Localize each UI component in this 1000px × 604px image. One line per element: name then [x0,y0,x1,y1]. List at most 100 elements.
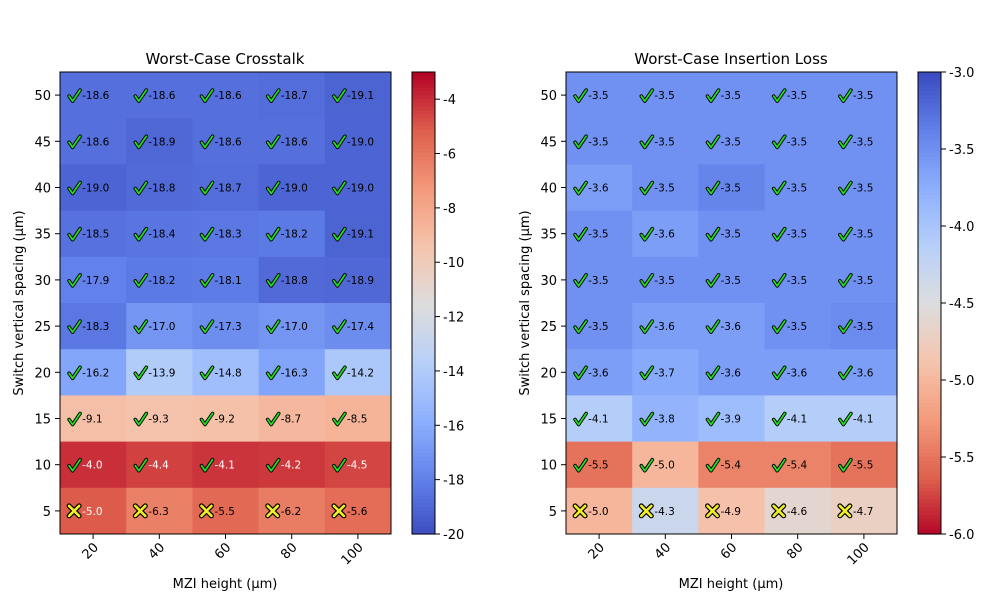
colorbar-segment [918,283,941,289]
colorbar-tick-label: -16 [443,419,464,434]
colorbar-segment [918,345,941,350]
colorbar-segment [412,279,435,285]
heatmap-cell [192,441,260,489]
colorbar-segment [918,356,941,362]
check-marker [574,89,587,102]
cell-value-label: -4.4 [148,460,169,472]
crosstalk-x-axis-label: MZI height (µm) [173,577,278,592]
colorbar-segment [412,264,435,269]
check-marker [266,320,280,333]
y-tick-label: 40 [540,182,557,197]
colorbar-segment [412,98,435,104]
check-marker [640,320,654,333]
colorbar-segment [918,433,941,439]
colorbar-segment [918,499,941,504]
colorbar-segment [412,372,435,377]
colorbar-segment [412,152,435,158]
check-marker [772,181,786,195]
check-marker [706,89,720,102]
colorbar-segment [412,206,435,212]
colorbar-tick-label: -6 [443,148,456,163]
crosstalk-y-axis-label: Switch vertical spacing (µm) [12,210,27,395]
heatmap-cell [566,441,633,489]
colorbar-segment [412,530,435,535]
colorbar-segment [918,199,941,204]
colorbar-segment [412,476,435,481]
colorbar-segment [918,168,941,173]
heatmap-cell [566,164,633,212]
cell-value-label: -6.3 [148,506,169,518]
colorbar-segment [412,283,435,289]
check-marker [200,412,214,426]
colorbar-segment [412,449,435,454]
check-marker [772,366,786,380]
crosstalk-annotations: -18.6 -18.6 -18.6 -18.7 -19.1 -18.6 -18.9 -18.6… [66,88,374,519]
colorbar-segment [412,122,435,127]
colorbar-segment [412,383,435,389]
colorbar-segment [412,241,435,246]
colorbar-tick-label: -5.5 [949,451,974,466]
check-marker [266,227,280,241]
check-marker [200,135,214,149]
check-marker [68,181,81,195]
colorbar-segment [918,276,941,281]
cell-value-label: -4.9 [721,506,742,518]
heatmap-cell [566,210,633,258]
heatmap-cell [258,164,326,212]
insertion-loss-annotations: -3.5 -3.5 -3.5 -3.5 -3.5 -3.5 -3.5 -3.5 -3.5 -3.5… [572,88,874,519]
colorbar-segment [412,480,435,485]
heatmap-cell [324,395,392,443]
check-marker [266,366,280,380]
cell-value-label: -3.5 [654,90,675,102]
check-marker [200,181,214,195]
insertion-loss-x-ticks: 20 40 60 80 100 [586,534,873,568]
heatmap-cell [192,118,260,165]
colorbar-segment [918,495,941,500]
check-marker [706,135,720,149]
cell-value-label: -5.5 [853,460,874,472]
x-tick-label: 20 [586,540,608,562]
cell-value-label: -18.3 [215,229,242,241]
check-marker [706,412,720,426]
cell-value-label: -14.2 [347,367,374,379]
colorbar-segment [918,322,941,327]
insertion-loss-y-ticks: 50 45 40 35 30 25 20 15 10 5 [540,89,566,520]
heatmap-cell [566,303,633,350]
check-marker [200,227,214,241]
colorbar-segment [918,483,941,489]
check-marker [200,89,214,102]
check-marker [333,412,346,426]
colorbar-segment [918,149,941,154]
colorbar-segment [412,295,435,300]
colorbar-segment [918,410,941,416]
heatmap-cell [764,441,832,489]
colorbar-tick-label: -4 [443,93,456,108]
colorbar-segment [918,110,941,115]
y-tick-label: 10 [540,459,557,474]
y-tick-label: 30 [540,274,557,289]
colorbar-segment [412,422,435,427]
heatmap-cell [258,395,326,443]
colorbar-segment [412,256,435,262]
cell-value-label: -4.5 [347,460,368,472]
heatmap-cell [632,72,699,119]
colorbar-segment [412,226,435,231]
cell-value-label: -18.1 [215,275,242,287]
check-marker [839,412,852,426]
cross-marker [640,504,653,518]
colorbar-tick-label: -20 [443,528,464,543]
heatmap-cell [830,256,898,304]
cell-value-label: -3.5 [787,229,808,241]
cell-value-label: -3.5 [588,229,609,241]
colorbar-tick-label: -12 [443,311,464,326]
check-marker [266,135,280,149]
colorbar-segment [412,349,435,354]
cell-value-label: -4.3 [654,506,675,518]
cell-value-label: -3.5 [721,183,742,195]
colorbar-segment [918,406,941,412]
colorbar-segment [918,349,941,354]
colorbar-segment [918,460,941,466]
colorbar-segment [918,172,941,177]
y-tick-label: 45 [34,135,51,150]
heatmap-cell [566,72,633,119]
